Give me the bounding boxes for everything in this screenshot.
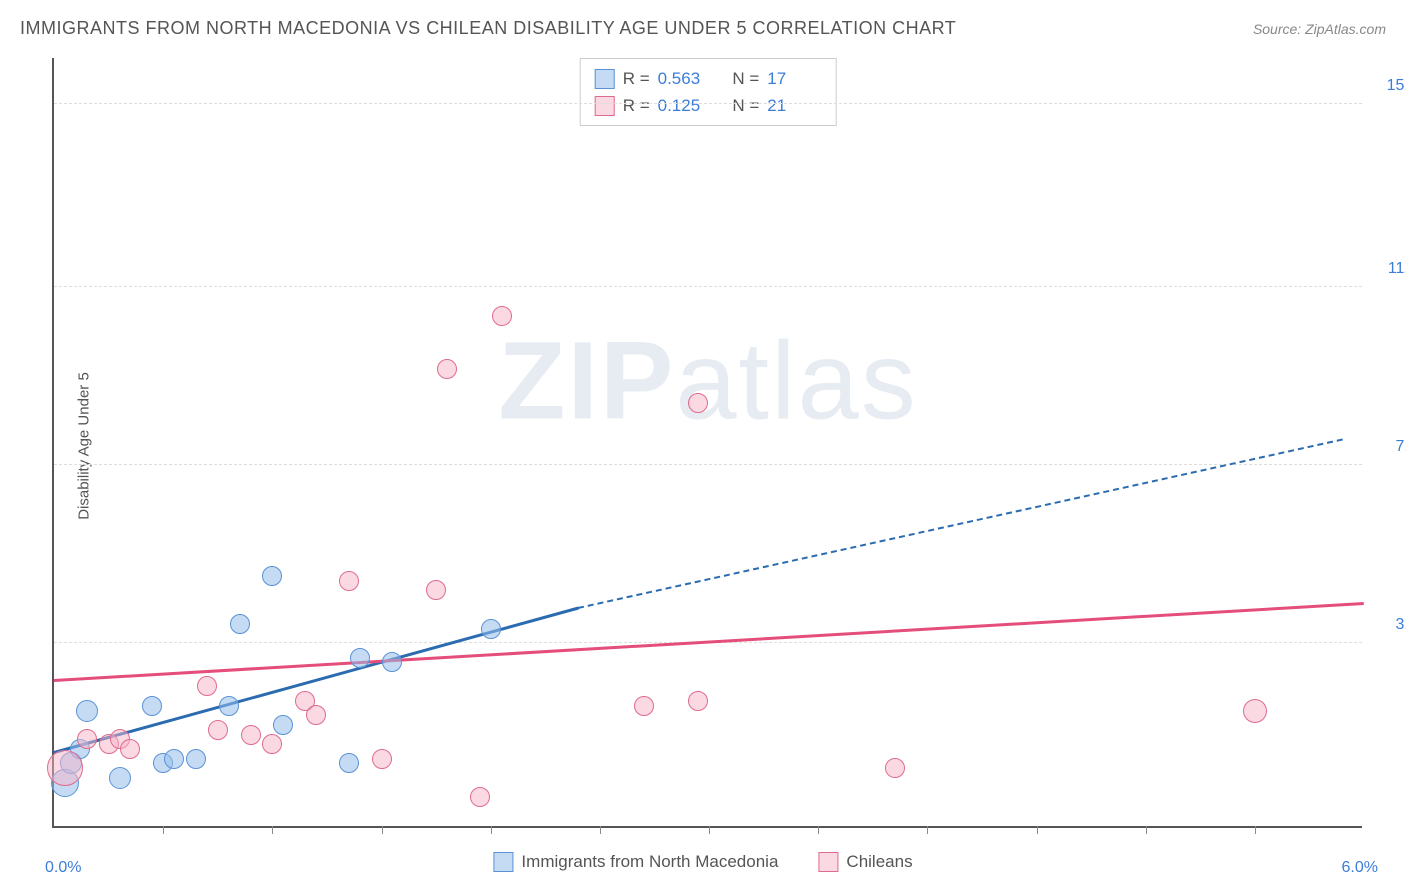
chart-source: Source: ZipAtlas.com <box>1253 21 1386 37</box>
n-label: N = <box>732 92 759 119</box>
x-tick <box>491 826 492 834</box>
x-tick <box>1146 826 1147 834</box>
data-point <box>77 729 97 749</box>
legend-swatch-series1 <box>493 852 513 872</box>
data-point <box>164 749 184 769</box>
data-point <box>492 306 512 326</box>
data-point <box>262 566 282 586</box>
swatch-series2 <box>595 96 615 116</box>
y-tick-label: 11.2% <box>1388 260 1406 278</box>
x-tick <box>709 826 710 834</box>
data-point <box>273 715 293 735</box>
swatch-series1 <box>595 69 615 89</box>
x-tick <box>818 826 819 834</box>
data-point <box>142 696 162 716</box>
x-axis-end-label: 6.0% <box>1342 859 1378 877</box>
r-value-series2: 0.125 <box>658 92 712 119</box>
legend-label-series2: Chileans <box>846 852 912 872</box>
data-point <box>230 614 250 634</box>
data-point <box>372 749 392 769</box>
r-value-series1: 0.563 <box>658 65 712 92</box>
data-point <box>350 648 370 668</box>
legend-label-series1: Immigrants from North Macedonia <box>521 852 778 872</box>
n-label: N = <box>732 65 759 92</box>
watermark: ZIPatlas <box>498 317 917 444</box>
chart-title: IMMIGRANTS FROM NORTH MACEDONIA VS CHILE… <box>20 18 956 39</box>
legend-swatch-series2 <box>818 852 838 872</box>
data-point <box>306 705 326 725</box>
x-tick <box>1037 826 1038 834</box>
y-tick-label: 7.5% <box>1396 438 1406 456</box>
data-point <box>208 720 228 740</box>
x-tick <box>163 826 164 834</box>
data-point <box>1243 699 1267 723</box>
x-tick <box>1255 826 1256 834</box>
n-value-series1: 17 <box>767 65 821 92</box>
x-axis-origin-label: 0.0% <box>45 859 81 877</box>
data-point <box>197 676 217 696</box>
n-value-series2: 21 <box>767 92 821 119</box>
stats-row-series1: R = 0.563 N = 17 <box>595 65 822 92</box>
data-point <box>219 696 239 716</box>
data-point <box>481 619 501 639</box>
r-label: R = <box>623 65 650 92</box>
data-point <box>109 767 131 789</box>
gridline <box>54 286 1362 287</box>
x-tick <box>382 826 383 834</box>
data-point <box>688 691 708 711</box>
y-tick-label: 3.8% <box>1396 616 1406 634</box>
gridline <box>54 103 1362 104</box>
data-point <box>688 393 708 413</box>
data-point <box>426 580 446 600</box>
data-point <box>120 739 140 759</box>
data-point <box>885 758 905 778</box>
x-tick <box>927 826 928 834</box>
data-point <box>470 787 490 807</box>
legend-item-series1: Immigrants from North Macedonia <box>493 852 778 872</box>
stats-row-series2: R = 0.125 N = 21 <box>595 92 822 119</box>
data-point <box>339 571 359 591</box>
x-tick <box>272 826 273 834</box>
plot-area: ZIPatlas R = 0.563 N = 17 R = 0.125 N = … <box>52 58 1362 828</box>
legend-item-series2: Chileans <box>818 852 912 872</box>
stats-legend-box: R = 0.563 N = 17 R = 0.125 N = 21 <box>580 58 837 126</box>
data-point <box>339 753 359 773</box>
r-label: R = <box>623 92 650 119</box>
data-point <box>241 725 261 745</box>
bottom-legend: Immigrants from North Macedonia Chileans <box>493 852 912 872</box>
gridline <box>54 464 1362 465</box>
x-tick <box>600 826 601 834</box>
data-point <box>76 700 98 722</box>
data-point <box>634 696 654 716</box>
data-point <box>262 734 282 754</box>
data-point <box>47 750 83 786</box>
data-point <box>382 652 402 672</box>
chart-header: IMMIGRANTS FROM NORTH MACEDONIA VS CHILE… <box>20 18 1386 39</box>
data-point <box>437 359 457 379</box>
y-tick-label: 15.0% <box>1387 77 1406 95</box>
data-point <box>186 749 206 769</box>
